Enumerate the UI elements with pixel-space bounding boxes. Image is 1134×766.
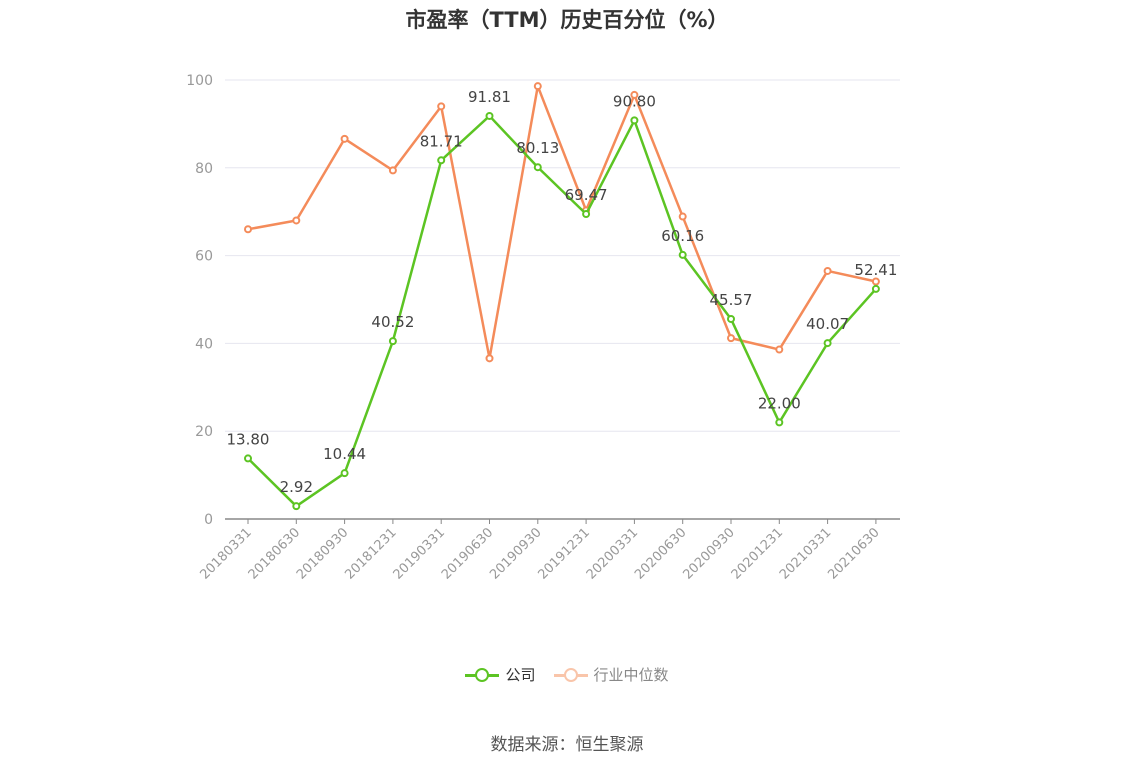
data-label: 60.16	[661, 227, 704, 245]
data-point-1	[775, 345, 784, 354]
series-line-0	[247, 114, 877, 508]
series-line-1	[247, 84, 877, 360]
y-tick-label: 40	[195, 336, 213, 352]
data-point-0	[630, 116, 639, 125]
data-label: 10.44	[323, 445, 366, 463]
data-point-1	[437, 102, 446, 111]
data-label: 80.13	[516, 139, 559, 157]
legend-label-company: 公司	[505, 666, 536, 684]
data-label: 22.00	[758, 394, 801, 412]
data-point-0	[485, 111, 494, 120]
data-point-1	[630, 90, 639, 99]
data-point-0	[437, 156, 446, 165]
x-tick-label: 20200331	[584, 525, 641, 582]
data-point-1	[871, 277, 880, 286]
data-point-0	[388, 337, 397, 346]
y-tick-label: 80	[195, 161, 213, 177]
data-label: 52.41	[854, 261, 897, 279]
y-tick-label: 20	[195, 424, 213, 440]
data-label: 40.52	[371, 313, 414, 331]
data-label: 2.92	[280, 478, 313, 496]
x-tick-label: 20190331	[391, 525, 448, 582]
data-point-1	[823, 266, 832, 275]
x-tick-label: 20180630	[246, 525, 303, 582]
data-label: 45.57	[710, 291, 753, 309]
data-point-1	[727, 334, 735, 343]
x-tick-label: 20201231	[729, 525, 786, 582]
y-tick-label: 60	[195, 249, 213, 265]
data-label: 69.47	[565, 186, 608, 204]
data-point-1	[244, 225, 252, 234]
x-tick-label: 20190630	[439, 525, 496, 582]
legend: 公司 行业中位数	[0, 664, 1134, 685]
x-tick-label: 20180930	[294, 525, 351, 582]
data-point-0	[244, 454, 252, 463]
legend-label-industry-median: 行业中位数	[593, 666, 669, 684]
data-point-1	[388, 166, 397, 175]
x-tick-label: 20190930	[487, 525, 544, 582]
data-point-0	[871, 284, 880, 293]
data-point-1	[533, 82, 542, 91]
data-point-0	[775, 418, 784, 427]
legend-swatch-industry-median	[553, 667, 588, 682]
x-tick-label: 20200930	[680, 525, 737, 582]
x-tick-label: 20191231	[536, 525, 593, 582]
data-point-0	[582, 210, 591, 219]
data-point-1	[340, 134, 349, 143]
data-point-0	[678, 250, 687, 259]
data-point-1	[678, 212, 687, 221]
data-point-1	[292, 216, 301, 225]
data-point-0	[292, 502, 301, 511]
data-point-0	[340, 469, 349, 478]
x-tick-label: 20210331	[777, 525, 834, 582]
data-point-0	[823, 339, 832, 348]
x-tick-label: 20200630	[632, 525, 689, 582]
data-label: 81.71	[420, 132, 463, 150]
data-point-0	[533, 163, 542, 172]
chart-title: 市盈率（TTM）历史百分位（%）	[405, 8, 729, 32]
data-label: 40.07	[806, 315, 849, 333]
legend-item-company[interactable]: 公司	[465, 664, 536, 685]
y-tick-label: 0	[204, 512, 213, 528]
data-label: 90.80	[613, 92, 656, 110]
x-tick-label: 20180331	[197, 525, 254, 582]
y-tick-label: 100	[186, 73, 213, 89]
data-label: 91.81	[468, 88, 511, 106]
data-label: 13.80	[227, 430, 270, 448]
legend-swatch-company	[465, 667, 500, 682]
x-tick-label: 20210630	[825, 525, 882, 582]
data-source-note: 数据来源：恒生聚源	[490, 735, 644, 755]
x-tick-label: 20181231	[342, 525, 399, 582]
data-point-1	[485, 354, 494, 363]
data-point-0	[727, 314, 735, 323]
legend-item-industry-median[interactable]: 行业中位数	[553, 664, 669, 685]
